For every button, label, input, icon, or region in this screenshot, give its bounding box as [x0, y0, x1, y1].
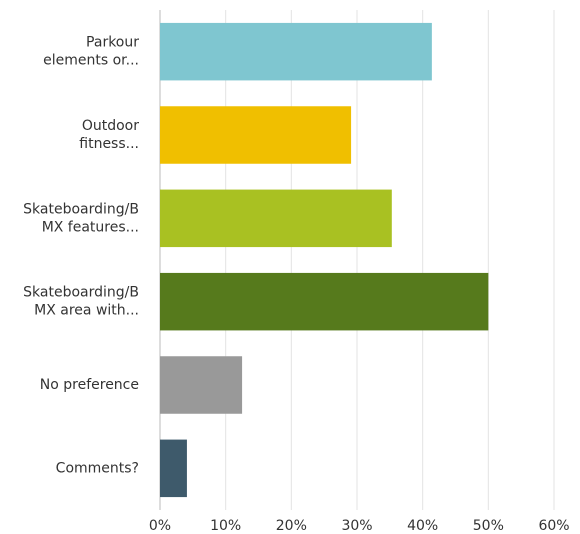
x-tick-label: 0%: [149, 518, 171, 534]
y-tick-label: No preference: [40, 377, 139, 393]
bar: [160, 356, 243, 414]
x-tick-label: 10%: [210, 518, 241, 534]
y-tick-label: Skateboarding/B MX features...: [23, 201, 139, 235]
x-tick-label: 20%: [276, 518, 307, 534]
y-tick-label: Comments?: [56, 460, 139, 476]
x-tick-label: 30%: [341, 518, 372, 534]
y-tick-label: Skateboarding/B MX area with...: [23, 285, 139, 319]
x-tick-label: 60%: [538, 518, 569, 534]
x-tick-label: 40%: [407, 518, 438, 534]
bar: [160, 189, 392, 248]
bar: [160, 272, 489, 331]
y-tick-label: Parkour elements or...: [43, 35, 139, 69]
bar: [160, 439, 187, 498]
x-tick-label: 50%: [473, 518, 504, 534]
bar: [160, 106, 352, 164]
bar: [160, 22, 432, 81]
y-tick-label: Outdoor fitness...: [79, 118, 139, 152]
